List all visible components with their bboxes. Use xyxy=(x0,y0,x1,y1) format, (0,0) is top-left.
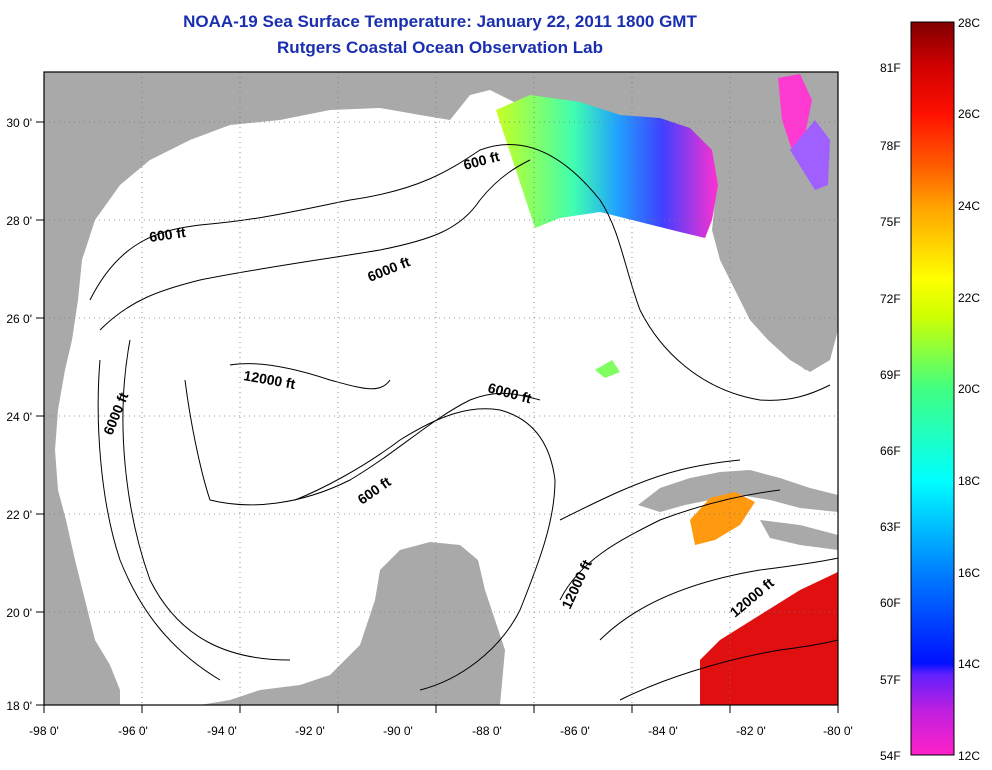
x-tick-label: -96 0' xyxy=(118,724,148,738)
cb-c-label: 18C xyxy=(958,474,980,488)
cb-f-label: 81F xyxy=(880,61,901,75)
x-tick-label: -98 0' xyxy=(29,724,59,738)
contour-label: 600 ft xyxy=(148,224,187,245)
bathymetry-contours xyxy=(89,143,838,701)
x-tick-label: -80 0' xyxy=(823,724,853,738)
map-title: NOAA-19 Sea Surface Temperature: January… xyxy=(183,12,697,31)
cuba-east xyxy=(760,520,838,550)
cuba-landmass xyxy=(638,470,838,512)
cb-f-label: 72F xyxy=(880,292,901,306)
cb-c-label: 24C xyxy=(958,199,980,213)
x-tick-label: -82 0' xyxy=(736,724,766,738)
axis-ticks xyxy=(36,121,839,713)
cb-c-label: 16C xyxy=(958,566,980,580)
cb-f-label: 78F xyxy=(880,139,901,153)
yucatan-landmass xyxy=(200,542,505,705)
x-tick-label: -94 0' xyxy=(207,724,237,738)
y-tick-label: 22 0' xyxy=(6,508,32,522)
cb-c-label: 26C xyxy=(958,107,980,121)
cb-f-label: 75F xyxy=(880,215,901,229)
x-tick-label: -84 0' xyxy=(648,724,678,738)
cb-f-label: 66F xyxy=(880,444,901,458)
cb-f-label: 69F xyxy=(880,368,901,382)
x-tick-label: -86 0' xyxy=(560,724,590,738)
y-tick-label: 30 0' xyxy=(6,116,32,130)
y-tick-label: 28 0' xyxy=(6,214,32,228)
cb-f-label: 60F xyxy=(880,596,901,610)
cb-c-label: 12C xyxy=(958,749,980,763)
colorbar-celsius-labels: 28C 26C 24C 22C 20C 18C 16C 14C 12C xyxy=(958,16,980,763)
cb-c-label: 14C xyxy=(958,657,980,671)
y-tick-label: 18 0' xyxy=(6,699,32,713)
gridlines xyxy=(44,72,838,705)
sst-swath-northeast-gulf xyxy=(496,95,718,238)
y-tick-label: 20 0' xyxy=(6,606,32,620)
sst-swath-caribbean xyxy=(700,572,838,705)
map-subtitle: Rutgers Coastal Ocean Observation Lab xyxy=(277,38,603,57)
x-tick-label: -88 0' xyxy=(472,724,502,738)
cb-f-label: 63F xyxy=(880,520,901,534)
map-frame xyxy=(43,71,839,706)
y-axis-labels: 30 0' 28 0' 26 0' 24 0' 22 0' 20 0' 18 0… xyxy=(6,116,32,713)
colorbar xyxy=(910,21,955,756)
sst-swath-atlantic-cool xyxy=(790,120,830,190)
cb-c-label: 20C xyxy=(958,382,980,396)
y-tick-label: 24 0' xyxy=(6,410,32,424)
cb-c-label: 22C xyxy=(958,291,980,305)
sst-patch-small xyxy=(595,360,620,378)
y-tick-label: 26 0' xyxy=(6,312,32,326)
cb-f-label: 54F xyxy=(880,749,901,763)
cb-c-label: 28C xyxy=(958,16,980,30)
x-tick-label: -90 0' xyxy=(383,724,413,738)
x-tick-label: -92 0' xyxy=(295,724,325,738)
cb-f-label: 57F xyxy=(880,673,901,687)
x-axis-labels: -98 0' -96 0' -94 0' -92 0' -90 0' -88 0… xyxy=(29,724,853,738)
us-mexico-landmass xyxy=(44,72,838,705)
colorbar-fahrenheit-labels: 81F 78F 75F 72F 69F 66F 63F 60F 57F 54F xyxy=(880,61,901,763)
sst-swath-atlantic xyxy=(778,74,812,150)
